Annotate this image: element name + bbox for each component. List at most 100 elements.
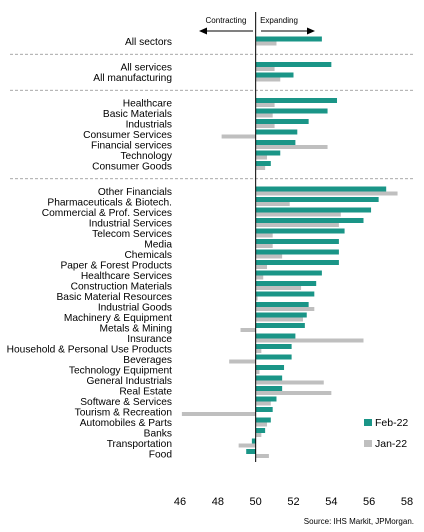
category-label-metals-mining: Metals & Mining <box>100 324 173 335</box>
bar-feb22-industrials <box>255 119 309 124</box>
category-label-software-services: Software & Services <box>80 397 172 408</box>
bar-jan22-healthcare-services <box>255 275 264 280</box>
bar-jan22-other-financials <box>255 191 398 196</box>
bar-jan22-all-sectors <box>255 41 277 46</box>
bar-feb22-construction-materials <box>255 281 317 286</box>
bar-feb22-general-industrials <box>255 375 283 381</box>
bar-feb22-media <box>255 239 339 244</box>
legend-label-feb22: Feb-22 <box>375 417 408 429</box>
bar-jan22-software-services <box>255 401 271 406</box>
group-separators <box>10 53 414 180</box>
bar-jan22-basic-material-resources <box>255 296 258 301</box>
category-label-consumer-services: Consumer Services <box>83 130 172 141</box>
bar-jan22-technology <box>255 155 268 160</box>
bar-feb22-machinery-equipment <box>255 312 307 318</box>
bar-jan22-financial-services <box>255 145 328 149</box>
bar-feb22-healthcare <box>255 98 338 103</box>
legend-swatch-feb22 <box>364 419 372 426</box>
bar-feb22-healthcare-services <box>255 270 322 276</box>
contracting-label: Contracting <box>206 16 247 25</box>
category-label-banks: Banks <box>144 429 172 440</box>
bar-jan22-food <box>255 454 269 458</box>
x-tick-label-48: 48 <box>212 496 224 508</box>
bar-jan22-industrial-services <box>255 223 339 227</box>
bar-feb22-transportation <box>251 438 256 444</box>
bar-jan22-insurance <box>255 338 364 343</box>
category-label-healthcare-services: Healthcare Services <box>81 271 172 282</box>
legend: Feb-22 Jan-22 <box>364 417 408 450</box>
bar-feb22-telecom-services <box>255 228 345 234</box>
category-label-beverages: Beverages <box>123 355 172 366</box>
category-label-consumer-goods: Consumer Goods <box>92 162 172 173</box>
bar-jan22-media <box>255 244 273 248</box>
category-label-food: Food <box>149 450 173 461</box>
bar-jan22-metals-mining <box>240 328 256 332</box>
x-tick-label-50: 50 <box>250 496 262 508</box>
category-label-pharmaceuticals-biotech: Pharmaceuticals & Biotech. <box>47 198 172 209</box>
bar-jan22-basic-materials <box>255 113 273 118</box>
bar-feb22-metals-mining <box>255 323 305 328</box>
bar-feb22-real-estate <box>255 386 283 391</box>
bar-feb22-automobiles-parts <box>255 417 271 423</box>
bar-feb22-consumer-goods <box>255 161 271 166</box>
category-label-industrial-goods: Industrial Goods <box>98 303 172 314</box>
bar-feb22-all-services <box>255 62 332 67</box>
category-label-insurance: Insurance <box>127 334 172 345</box>
bar-jan22-consumer-goods <box>255 166 266 170</box>
category-label-basic-material-resources: Basic Material Resources <box>57 292 173 303</box>
category-label-media: Media <box>144 240 172 251</box>
x-tick-label-56: 56 <box>363 496 375 508</box>
bar-jan22-healthcare <box>255 103 275 107</box>
bar-feb22-all-sectors <box>255 36 322 42</box>
bar-feb22-banks <box>255 428 266 433</box>
bar-jan22-technology-equipment <box>255 370 260 374</box>
bar-jan22-banks <box>255 433 262 437</box>
bar-feb22-financial-services <box>255 140 296 145</box>
x-tick-label-54: 54 <box>325 496 337 508</box>
bar-jan22-automobiles-parts <box>255 422 268 427</box>
category-label-technology: Technology <box>120 151 172 162</box>
bar-feb22-software-services <box>255 396 277 402</box>
bar-feb22-other-financials <box>255 186 387 192</box>
bar-feb22-all-manufacturing <box>255 72 294 78</box>
bar-feb22-technology <box>255 150 281 156</box>
category-label-real-estate: Real Estate <box>119 387 172 398</box>
expanding-label: Expanding <box>260 16 298 25</box>
bar-jan22-consumer-services <box>221 134 256 139</box>
bar-jan22-transportation <box>238 443 256 448</box>
legend-label-jan22: Jan-22 <box>375 438 407 450</box>
bar-feb22-food <box>246 449 256 454</box>
category-label-household-personal-use-products: Household & Personal Use Products <box>7 345 172 356</box>
bar-feb22-tourism-recreation <box>255 407 273 412</box>
x-axis-ticks: 46 48 50 52 54 56 58 <box>174 496 413 508</box>
bar-jan22-general-industrials <box>255 380 324 385</box>
bar-feb22-commercial-prof-services <box>255 207 372 213</box>
category-label-industrials: Industrials <box>126 120 172 131</box>
category-label-basic-materials: Basic Materials <box>103 109 172 120</box>
category-label-machinery-equipment: Machinery & Equipment <box>64 313 172 324</box>
category-label-industrial-services: Industrial Services <box>89 219 172 230</box>
bar-jan22-machinery-equipment <box>255 317 303 322</box>
legend-swatch-jan22 <box>364 440 372 447</box>
expanding-arrow-head <box>307 27 315 35</box>
bar-jan22-industrials <box>255 124 275 128</box>
bar-feb22-beverages <box>255 354 292 360</box>
bar-jan22-chemicals <box>255 254 283 259</box>
bar-feb22-consumer-services <box>255 129 298 135</box>
bar-jan22-beverages <box>229 359 256 364</box>
direction-annotation: Contracting Expanding <box>199 16 315 35</box>
category-label-general-industrials: General Industrials <box>86 376 172 387</box>
x-tick-label-46: 46 <box>174 496 186 508</box>
contracting-arrow-head <box>199 27 207 35</box>
bar-feb22-technology-equipment <box>255 365 285 370</box>
category-label-construction-materials: Construction Materials <box>71 282 172 293</box>
category-label-telecom-services: Telecom Services <box>92 229 172 240</box>
source-note: Source: IHS Markit, JPMorgan. <box>304 517 414 526</box>
category-label-healthcare: Healthcare <box>123 99 173 110</box>
category-label-transportation: Transportation <box>107 439 172 450</box>
x-tick-label-58: 58 <box>401 496 413 508</box>
bar-jan22-industrial-goods <box>255 307 315 311</box>
bar-jan22-construction-materials <box>255 286 302 290</box>
